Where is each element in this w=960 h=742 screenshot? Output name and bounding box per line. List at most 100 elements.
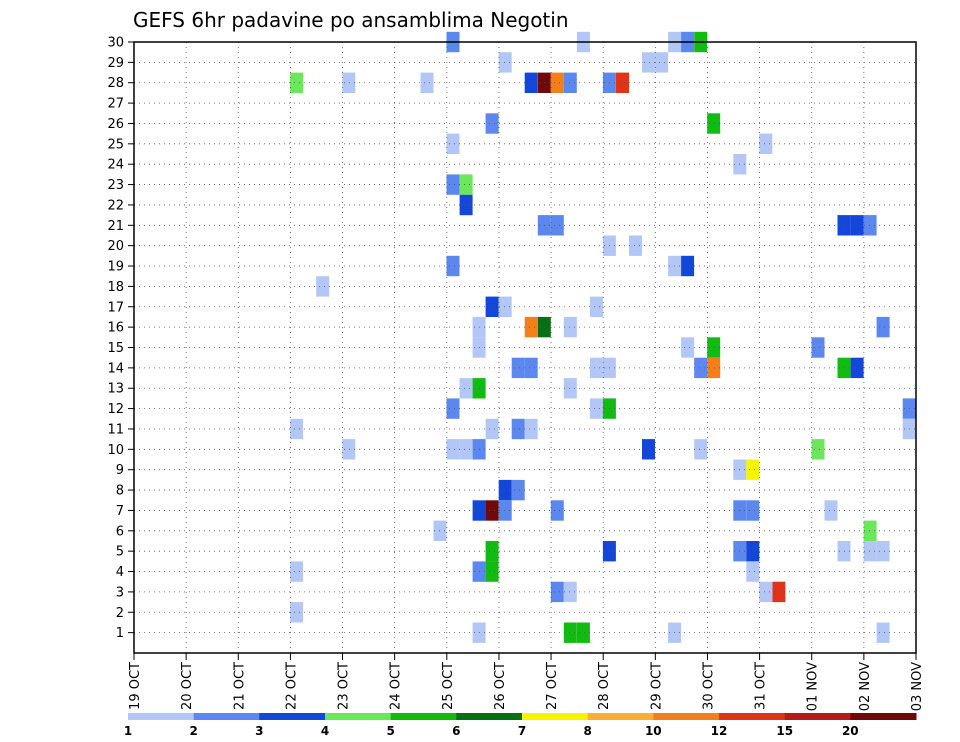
- heatmap-cell: [694, 357, 708, 379]
- heatmap-cell: [616, 72, 629, 93]
- heatmap-cell: [629, 235, 642, 256]
- y-tick-label: 18: [107, 280, 124, 295]
- y-tick-label: 2: [116, 606, 124, 621]
- x-tick-label: 29 OCT: [649, 662, 664, 710]
- y-tick-label: 21: [107, 219, 124, 234]
- colorbar-label: 20: [842, 724, 859, 738]
- y-axis-labels: 1234567891011121314151617181920212223242…: [107, 36, 134, 641]
- y-tick-label: 28: [107, 76, 124, 91]
- heatmap-cell: [707, 357, 721, 379]
- heatmap-cell: [485, 500, 499, 521]
- y-tick-label: 30: [107, 36, 124, 51]
- colorbar-label: 4: [321, 724, 329, 738]
- heatmap-cell: [589, 398, 603, 419]
- x-tick-label: 03 NOV: [910, 662, 925, 711]
- heatmap-cell: [524, 316, 538, 338]
- heatmap-cell: [850, 215, 864, 236]
- heatmap-cell: [485, 296, 499, 317]
- colorbar-label: 12: [711, 724, 728, 738]
- chart-title: GEFS 6hr padavine po ansamblima Negotin: [133, 8, 569, 32]
- heatmap-cell: [342, 439, 356, 460]
- heatmap-cell: [342, 72, 356, 93]
- colorbar-label: 2: [190, 724, 198, 738]
- y-tick-label: 3: [116, 585, 124, 600]
- y-tick-label: 24: [107, 158, 124, 173]
- colorbar-swatch: [259, 713, 326, 720]
- colorbar-swatch: [390, 713, 457, 720]
- y-tick-label: 8: [116, 484, 124, 499]
- x-tick-label: 02 NOV: [858, 662, 873, 711]
- heatmap-cell: [694, 439, 708, 460]
- heatmap-cell: [550, 215, 564, 236]
- y-tick-label: 15: [107, 341, 124, 356]
- heatmap-cell: [563, 72, 577, 93]
- heatmap-cell: [316, 276, 330, 297]
- heatmap-cell: [290, 72, 304, 93]
- y-tick-label: 6: [116, 524, 124, 539]
- heatmap-cell: [811, 439, 825, 460]
- heatmap-cell: [524, 72, 538, 93]
- y-tick-label: 11: [107, 422, 124, 437]
- y-tick-label: 14: [107, 361, 124, 376]
- heatmap-cell: [485, 418, 499, 440]
- heatmap-cell: [290, 418, 304, 440]
- heatmap-cell: [485, 113, 499, 134]
- colorbar-swatch: [456, 713, 523, 720]
- x-tick-label: 27 OCT: [545, 662, 560, 710]
- heatmap-cell: [498, 479, 512, 501]
- heatmap-cell: [681, 337, 695, 358]
- heatmap-cell: [420, 72, 434, 93]
- y-tick-label: 19: [107, 260, 124, 275]
- heatmap-cell: [524, 357, 538, 379]
- x-tick-label: 26 OCT: [493, 662, 508, 710]
- x-tick-label: 31 OCT: [754, 662, 769, 710]
- colorbar-swatch: [522, 713, 589, 720]
- heatmap-cell: [759, 133, 773, 154]
- heatmap-cell: [642, 52, 655, 73]
- y-tick-label: 23: [107, 178, 124, 193]
- y-tick-label: 4: [116, 565, 124, 580]
- heatmap-cell: [589, 296, 603, 317]
- x-tick-label: 20 OCT: [180, 662, 195, 710]
- heatmap-cell: [550, 581, 564, 603]
- x-tick-label: 28 OCT: [597, 662, 612, 710]
- heatmap-cell: [811, 337, 825, 358]
- y-tick-label: 7: [116, 504, 124, 519]
- colorbar-label: 15: [776, 724, 793, 738]
- y-tick-label: 12: [107, 402, 124, 417]
- heatmap-cell: [876, 316, 890, 338]
- heatmap-cell: [550, 500, 564, 521]
- heatmap-cell: [498, 296, 512, 317]
- heatmap-cell: [746, 459, 760, 480]
- y-tick-label: 27: [107, 97, 124, 112]
- grid-lines: [134, 41, 916, 653]
- y-tick-label: 17: [107, 300, 124, 315]
- heatmap-cell: [863, 520, 877, 541]
- heatmap-cell: [563, 378, 577, 399]
- colorbar-swatch: [653, 713, 720, 720]
- heatmap-cell: [746, 541, 760, 562]
- x-tick-label: 21 OCT: [232, 662, 247, 710]
- heatmap-cell: [759, 581, 773, 603]
- x-tick-label: 22 OCT: [284, 662, 299, 710]
- heatmap-cell: [863, 215, 877, 236]
- heatmap-cell: [563, 581, 577, 603]
- heatmap-cell: [446, 398, 460, 419]
- x-axis-labels: 19 OCT 20 OCT 21 OCT 22 OCT 23 OCT 24 OCT 25 O…: [128, 653, 925, 711]
- heatmap-cell: [459, 439, 473, 460]
- y-tick-label: 16: [107, 321, 124, 336]
- colorbar-label: 8: [584, 724, 592, 738]
- heatmap-cell: [459, 378, 473, 399]
- heatmap-cell: [642, 439, 655, 460]
- colorbar-swatch: [850, 713, 917, 720]
- colorbar-label: 7: [518, 724, 526, 738]
- colorbar-swatch: [719, 713, 786, 720]
- heatmap-cell: [511, 357, 525, 379]
- heatmap-cell: [563, 622, 577, 643]
- heatmap-cell: [290, 602, 304, 623]
- y-tick-label: 9: [116, 463, 124, 478]
- heatmap-cell: [707, 113, 721, 134]
- heatmap-cell: [446, 174, 460, 195]
- heatmap-cell: [485, 561, 499, 582]
- heatmap-cell: [589, 357, 603, 379]
